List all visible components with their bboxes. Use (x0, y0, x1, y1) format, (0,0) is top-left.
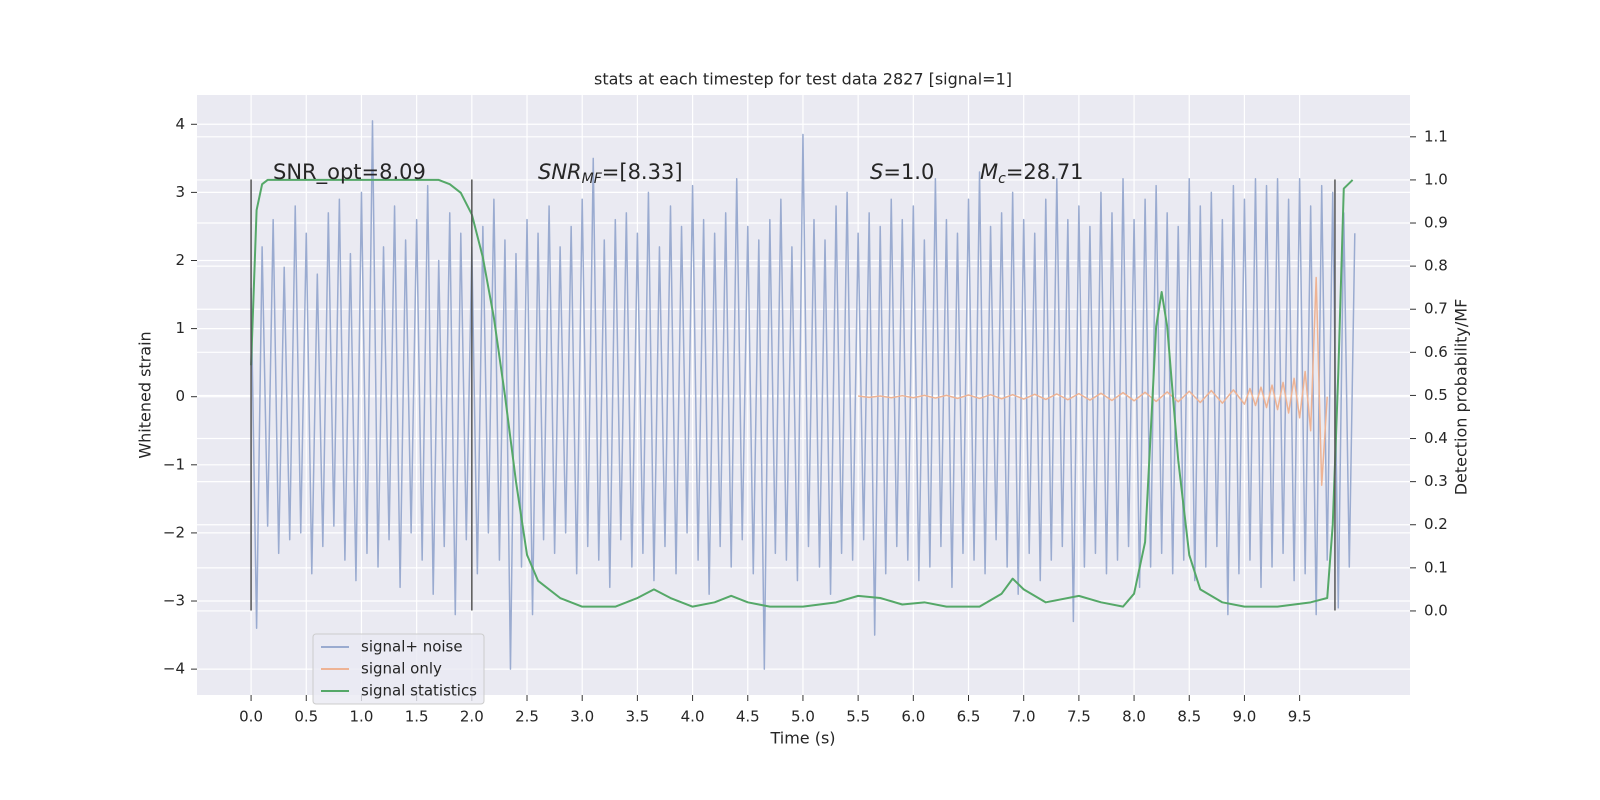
y2-tick-label: 0.5 (1424, 386, 1448, 404)
x-tick-label: 0.5 (294, 708, 318, 726)
x-tick-label: 8.0 (1122, 708, 1146, 726)
legend-label: signal only (361, 660, 442, 678)
y2-tick-label: 0.6 (1424, 343, 1448, 361)
x-axis-label: Time (s) (769, 729, 835, 748)
annotation-symbol: M (980, 160, 998, 184)
annotation-subscript: c (998, 171, 1006, 187)
x-tick-label: 0.0 (239, 708, 263, 726)
series-line (250, 178, 1354, 608)
x-tick-label: 2.5 (515, 708, 539, 726)
x-tick-label: 8.5 (1177, 708, 1201, 726)
marks (250, 120, 1356, 670)
x-tick-label: 6.5 (957, 708, 981, 726)
legend-label: signal statistics (361, 682, 477, 700)
y2-tick-label: 1.0 (1424, 170, 1448, 188)
annotation: Mc=28.71 (980, 160, 1084, 187)
y-tick-label: 1 (175, 319, 185, 337)
x-tick-label: 2.0 (460, 708, 484, 726)
y-tick-label: 3 (175, 183, 185, 201)
y2-tick-label: 1.1 (1424, 127, 1448, 145)
x-tick-label: 4.0 (681, 708, 705, 726)
chart-title: stats at each timestep for test data 282… (594, 70, 1012, 89)
annotation-value: =1.0 (883, 160, 934, 184)
legend-box (312, 633, 485, 705)
y-tick-label: 4 (175, 115, 185, 133)
y2-axis-label: Detection probability/MF (1452, 299, 1471, 496)
y2-tick-label: 0.3 (1424, 472, 1448, 490)
labels: 0.0 0.5 1.0 1.5 2.0 2.5 3.0 3.5 4.0 4.5 5.0 5.5 6.0 6… (163, 115, 1448, 726)
y2-tick-label: 0.8 (1424, 257, 1448, 275)
x-tick-label: 6.0 (901, 708, 925, 726)
y2-tick-label: 0.4 (1424, 429, 1448, 447)
y2-tick-label: 0.2 (1424, 515, 1448, 533)
y2-tick-label: 0.0 (1424, 601, 1448, 619)
x-tick-label: 1.5 (405, 708, 429, 726)
annotation-subscript: MF (582, 171, 603, 187)
annotation-value: =28.71 (1006, 160, 1084, 184)
y-tick-label: −1 (163, 455, 185, 473)
x-tick-label: 9.5 (1288, 708, 1312, 726)
annotation-symbol: S (870, 160, 883, 184)
x-tick-label: 1.0 (350, 708, 374, 726)
x-tick-label: 5.5 (846, 708, 870, 726)
x-tick-label: 3.0 (570, 708, 594, 726)
y-tick-label: −3 (163, 592, 185, 610)
annotation-value: =[8.33] (602, 160, 683, 184)
x-tick-label: 5.0 (791, 708, 815, 726)
annotation-text: SNR_opt=8.09 (273, 160, 426, 185)
y-tick-label: −2 (163, 523, 185, 541)
series-line (250, 120, 1356, 670)
y-tick-label: −4 (163, 660, 185, 678)
x-tick-label: 9.0 (1233, 708, 1257, 726)
y-tick-label: 2 (175, 251, 185, 269)
annotation-symbol: SNR (538, 160, 582, 184)
y2-tick-label: 0.7 (1424, 300, 1448, 318)
x-tick-label: 7.0 (1012, 708, 1036, 726)
series-line (858, 276, 1328, 486)
y2-tick-label: 0.9 (1424, 214, 1448, 232)
x-tick-label: 3.5 (625, 708, 649, 726)
x-tick-label: 4.5 (736, 708, 760, 726)
annotation: SNRMF=[8.33] (538, 160, 683, 187)
x-tick-label: 7.5 (1067, 708, 1091, 726)
y-tick-label: 0 (175, 387, 185, 405)
y-axis-label: Whitened strain (136, 331, 155, 458)
annotation: SNR_opt=8.09 (273, 160, 426, 185)
legend-label: signal+ noise (361, 638, 463, 656)
y2-tick-label: 0.1 (1424, 558, 1448, 576)
annotation: S=1.0 (870, 160, 934, 184)
